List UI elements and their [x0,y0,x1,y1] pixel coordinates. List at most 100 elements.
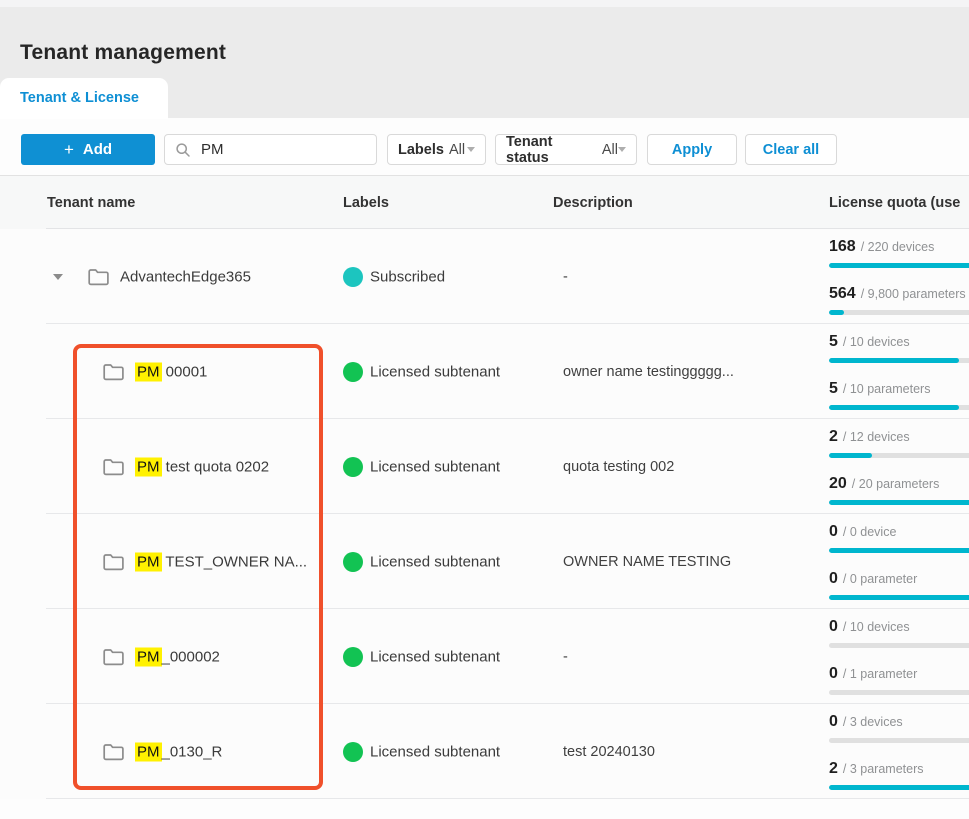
devices-progress-bar [829,738,969,743]
tenant-name[interactable]: PM _0130_R [135,742,223,761]
parameters-progress-bar [829,405,969,410]
parameters-total: / 3 parameters [842,762,924,776]
top-strip [0,0,969,7]
tenant-name[interactable]: PM _000002 [135,647,220,666]
parameters-used: 2 [829,760,838,777]
parameters-total: / 9,800 parameters [860,287,966,301]
devices-used: 0 [829,618,838,635]
devices-used: 0 [829,713,838,730]
folder-icon[interactable] [103,553,124,570]
devices-total: / 0 device [842,525,897,539]
table-row[interactable]: PM 00001 Licensed subtenant owner name t… [0,324,969,419]
parameters-progress-bar [829,310,969,315]
tab-tenant-license[interactable]: Tenant & License [0,78,168,119]
tenant-status-filter-dropdown[interactable]: Tenant status All [495,133,637,166]
tenant-name[interactable]: PM TEST_OWNER NA... [135,552,308,571]
parameters-progress-bar [829,690,969,695]
folder-icon[interactable] [103,363,124,380]
chevron-down-icon [618,147,626,152]
tenant-name[interactable]: AdvantechEdge365 [120,268,251,285]
devices-progress-bar [829,548,969,553]
clear-all-button[interactable]: Clear all [745,134,837,165]
status-dot [343,646,363,667]
status-label: Subscribed [370,268,446,285]
devices-used: 168 [829,238,856,255]
column-header-description: Description [553,194,633,211]
search-match-highlight: PM [135,457,162,476]
folder-icon[interactable] [103,743,124,760]
column-header-license-quota: License quota (use [829,194,961,211]
devices-progress-bar [829,453,969,458]
table-row[interactable]: PM TEST_OWNER NA... Licensed subtenant O… [0,514,969,609]
devices-total: / 12 devices [842,430,910,444]
table-row[interactable]: PM _0130_R Licensed subtenant test 202401… [0,704,969,799]
status-dot [343,266,363,287]
apply-button[interactable]: Apply [647,134,737,165]
search-match-highlight: PM [135,362,162,381]
status-dot [343,361,363,382]
parameters-progress-bar [829,595,969,600]
license-quota-cell: 2 / 12 devices 20 / 20 parameters [829,419,969,514]
labels-filter-label: Labels [398,141,444,158]
license-quota-cell: 0 / 10 devices 0 / 1 parameter [829,609,969,704]
parameters-total: / 1 parameter [842,667,918,681]
license-quota-cell: 5 / 10 devices 5 / 10 parameters [829,324,969,419]
devices-progress-bar [829,263,969,268]
folder-icon[interactable] [88,268,109,285]
plus-icon: + [63,139,74,159]
table-header-row: Tenant name Labels Description License q… [0,176,969,229]
labels-filter-value: All [448,141,466,158]
parameters-used: 564 [829,285,856,302]
tenant-description: - [563,268,568,285]
parameters-total: / 10 parameters [842,382,931,396]
devices-progress-bar [829,358,969,363]
tenant-description: owner name testinggggg... [563,363,734,380]
table-row[interactable]: AdvantechEdge365 Subscribed - 168 / 220 d… [0,229,969,324]
devices-total: / 220 devices [860,240,935,254]
status-dot [343,551,363,572]
search-match-highlight: PM [135,647,162,666]
status-dot [343,741,363,762]
license-quota-cell: 0 / 3 devices 2 / 3 parameters [829,704,969,799]
column-header-tenant-name: Tenant name [47,194,136,211]
column-header-labels: Labels [343,194,389,211]
tenant-status-filter-label: Tenant status [506,133,553,166]
parameters-used: 20 [829,475,847,492]
collapse-arrow-icon[interactable] [53,273,63,280]
license-quota-cell: 168 / 220 devices 564 / 9,800 parameters [829,229,969,324]
search-input[interactable]: PM [164,134,377,165]
parameters-progress-bar [829,785,969,790]
tab-label: Tenant & License [20,90,139,106]
devices-total: / 3 devices [842,715,903,729]
status-label: Licensed subtenant [370,458,501,475]
search-icon [175,142,191,158]
devices-total: / 10 devices [842,620,910,634]
tenant-name[interactable]: PM test quota 0202 [135,457,270,476]
tenant-table: Tenant name Labels Description License q… [0,175,969,799]
folder-icon[interactable] [103,458,124,475]
parameters-total: / 0 parameter [842,572,918,586]
status-label: Licensed subtenant [370,743,501,760]
tenant-description: OWNER NAME TESTING [563,553,732,570]
labels-filter-dropdown[interactable]: Labels All [387,134,486,165]
folder-icon[interactable] [103,648,124,665]
table-row[interactable]: PM _000002 Licensed subtenant - 0 / 10 dev… [0,609,969,704]
devices-used: 2 [829,428,838,445]
parameters-total: / 20 parameters [851,477,940,491]
parameters-progress-bar [829,500,969,505]
status-label: Licensed subtenant [370,363,501,380]
chevron-down-icon [467,147,475,152]
license-quota-cell: 0 / 0 device 0 / 0 parameter [829,514,969,609]
tenant-description: test 20240130 [563,743,655,760]
tenant-description: - [563,648,568,665]
search-match-highlight: PM [135,742,162,761]
table-row[interactable]: PM test quota 0202 Licensed subtenant qu… [0,419,969,514]
page-title: Tenant management [20,41,227,64]
tenant-name[interactable]: PM 00001 [135,362,208,381]
devices-used: 5 [829,333,838,350]
status-label: Licensed subtenant [370,553,501,570]
devices-total: / 10 devices [842,335,910,349]
add-button[interactable]: + Add [21,134,155,165]
add-button-label: Add [82,141,113,158]
